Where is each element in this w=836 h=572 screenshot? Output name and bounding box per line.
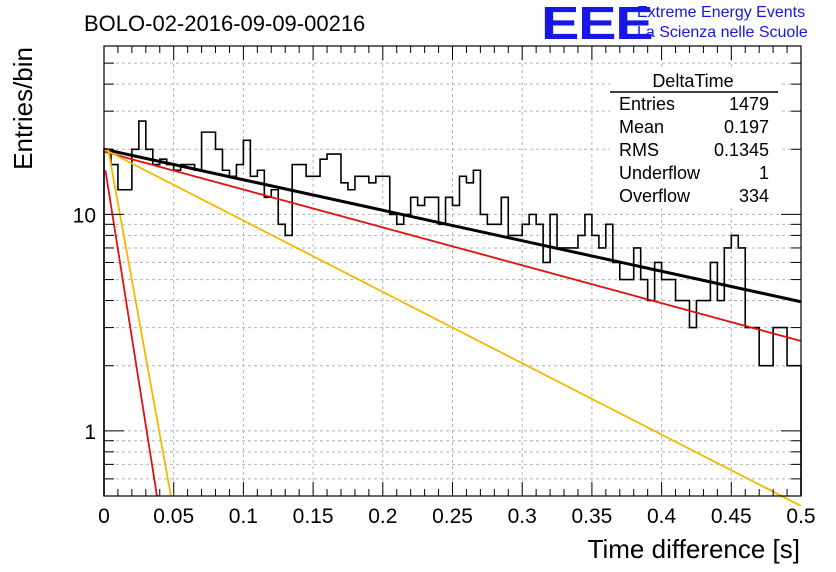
x-tick-label: 0.1: [229, 505, 258, 528]
fit-curve: [107, 149, 172, 497]
fit-curve: [103, 148, 802, 507]
x-tick-label: 0.3: [508, 505, 537, 528]
stats-background: [610, 67, 780, 207]
y-axis-label: Entries/bin: [8, 47, 38, 170]
x-tick-label: 0.05: [153, 505, 194, 528]
stats-value: 0.1345: [714, 140, 769, 160]
histogram: [103, 120, 802, 496]
stats-label: Overflow: [619, 186, 691, 206]
x-tick-label: 0.35: [571, 505, 612, 528]
fit-curve: [103, 147, 802, 304]
x-tick-label: 0.2: [368, 505, 397, 528]
fit-curve: [103, 150, 802, 342]
x-tick-label: 0.25: [432, 505, 473, 528]
stats-label: Mean: [619, 117, 664, 137]
stats-label: Underflow: [619, 163, 701, 183]
y-tick-label: 10: [73, 204, 96, 227]
stats-value: 334: [739, 186, 769, 206]
y-tick-label: 1: [84, 421, 96, 444]
x-tick-label: 0.45: [711, 505, 752, 528]
logo-line-2: La Scienza nelle Scuole: [637, 24, 808, 41]
stats-value: 1479: [729, 94, 769, 114]
logo-line-1: Extreme Energy Events: [637, 4, 806, 21]
logo-mark: EEE: [541, 0, 654, 49]
x-axis-label: Time difference [s]: [588, 534, 800, 564]
x-tick-label: 0.5: [786, 505, 815, 528]
stats-title: DeltaTime: [652, 71, 733, 91]
axes: 0 0.05 0.1 0.15 0.2 0.25 0.3 0.35 0.4 0.45 0.5 1 10: [73, 46, 816, 528]
chart-title: BOLO-02-2016-09-09-00216: [84, 11, 365, 36]
fit-curves: [103, 147, 802, 507]
stats-box: DeltaTime Entries 1479 Mean 0.197 RMS 0.…: [610, 67, 780, 207]
histogram-outline: [103, 120, 802, 496]
x-tick-label: 0.4: [647, 505, 677, 528]
x-tick-label: 0.15: [293, 505, 334, 528]
stats-label: Entries: [619, 94, 675, 114]
x-tick-label: 0: [98, 505, 110, 528]
eee-logo: EEE Extreme Energy Events La Scienza nel…: [541, 0, 831, 49]
stats-label: RMS: [619, 140, 659, 160]
stats-value: 1: [759, 163, 769, 183]
stats-value: 0.197: [724, 117, 769, 137]
